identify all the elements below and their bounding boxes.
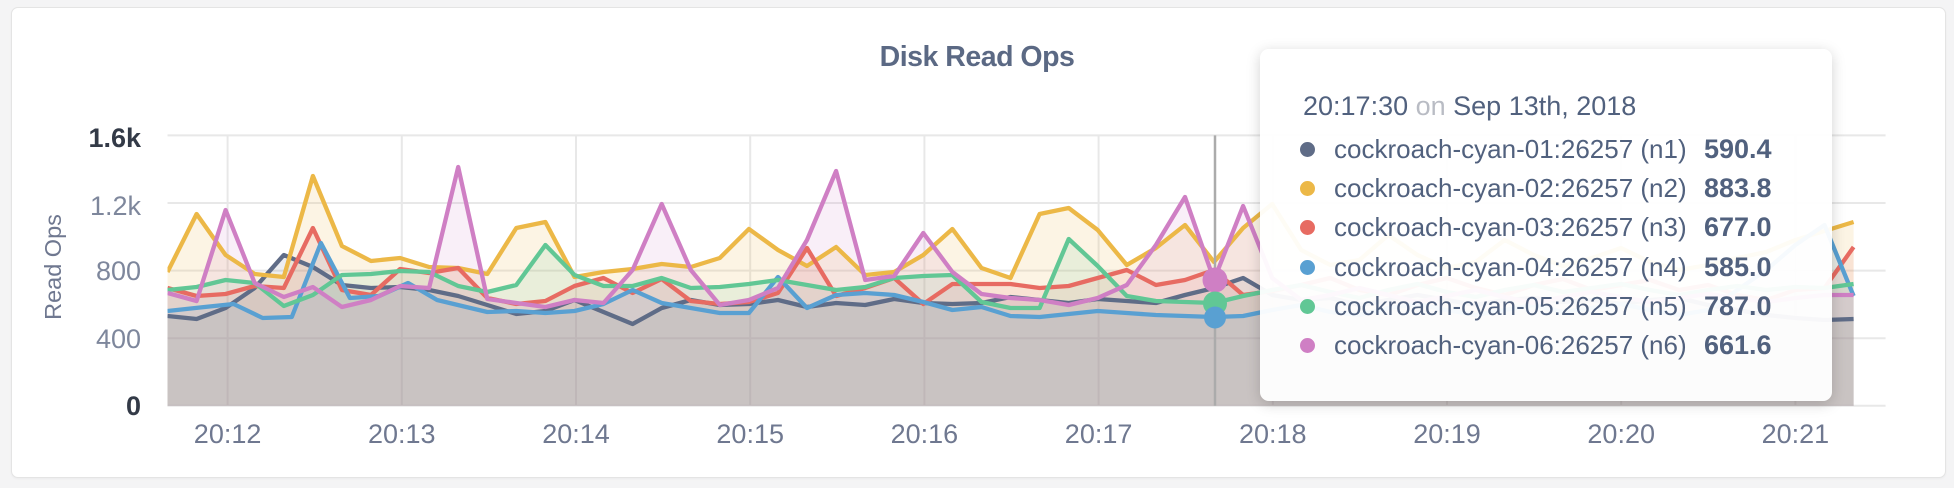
svg-text:20:14: 20:14 xyxy=(542,419,610,449)
svg-text:20:21: 20:21 xyxy=(1762,419,1830,449)
svg-text:800: 800 xyxy=(96,256,141,286)
svg-text:20:17: 20:17 xyxy=(1065,419,1133,449)
svg-text:1.6k: 1.6k xyxy=(88,123,142,153)
svg-text:20:12: 20:12 xyxy=(194,419,262,449)
svg-text:0: 0 xyxy=(126,391,141,421)
svg-text:20:15: 20:15 xyxy=(716,419,784,449)
svg-text:Read Ops: Read Ops xyxy=(40,214,66,320)
svg-text:20:19: 20:19 xyxy=(1413,419,1481,449)
svg-text:400: 400 xyxy=(96,324,141,354)
svg-text:20:16: 20:16 xyxy=(891,419,959,449)
svg-text:20:18: 20:18 xyxy=(1239,419,1307,449)
svg-text:1.2k: 1.2k xyxy=(90,191,142,221)
svg-text:20:20: 20:20 xyxy=(1587,419,1655,449)
svg-text:20:13: 20:13 xyxy=(368,419,436,449)
